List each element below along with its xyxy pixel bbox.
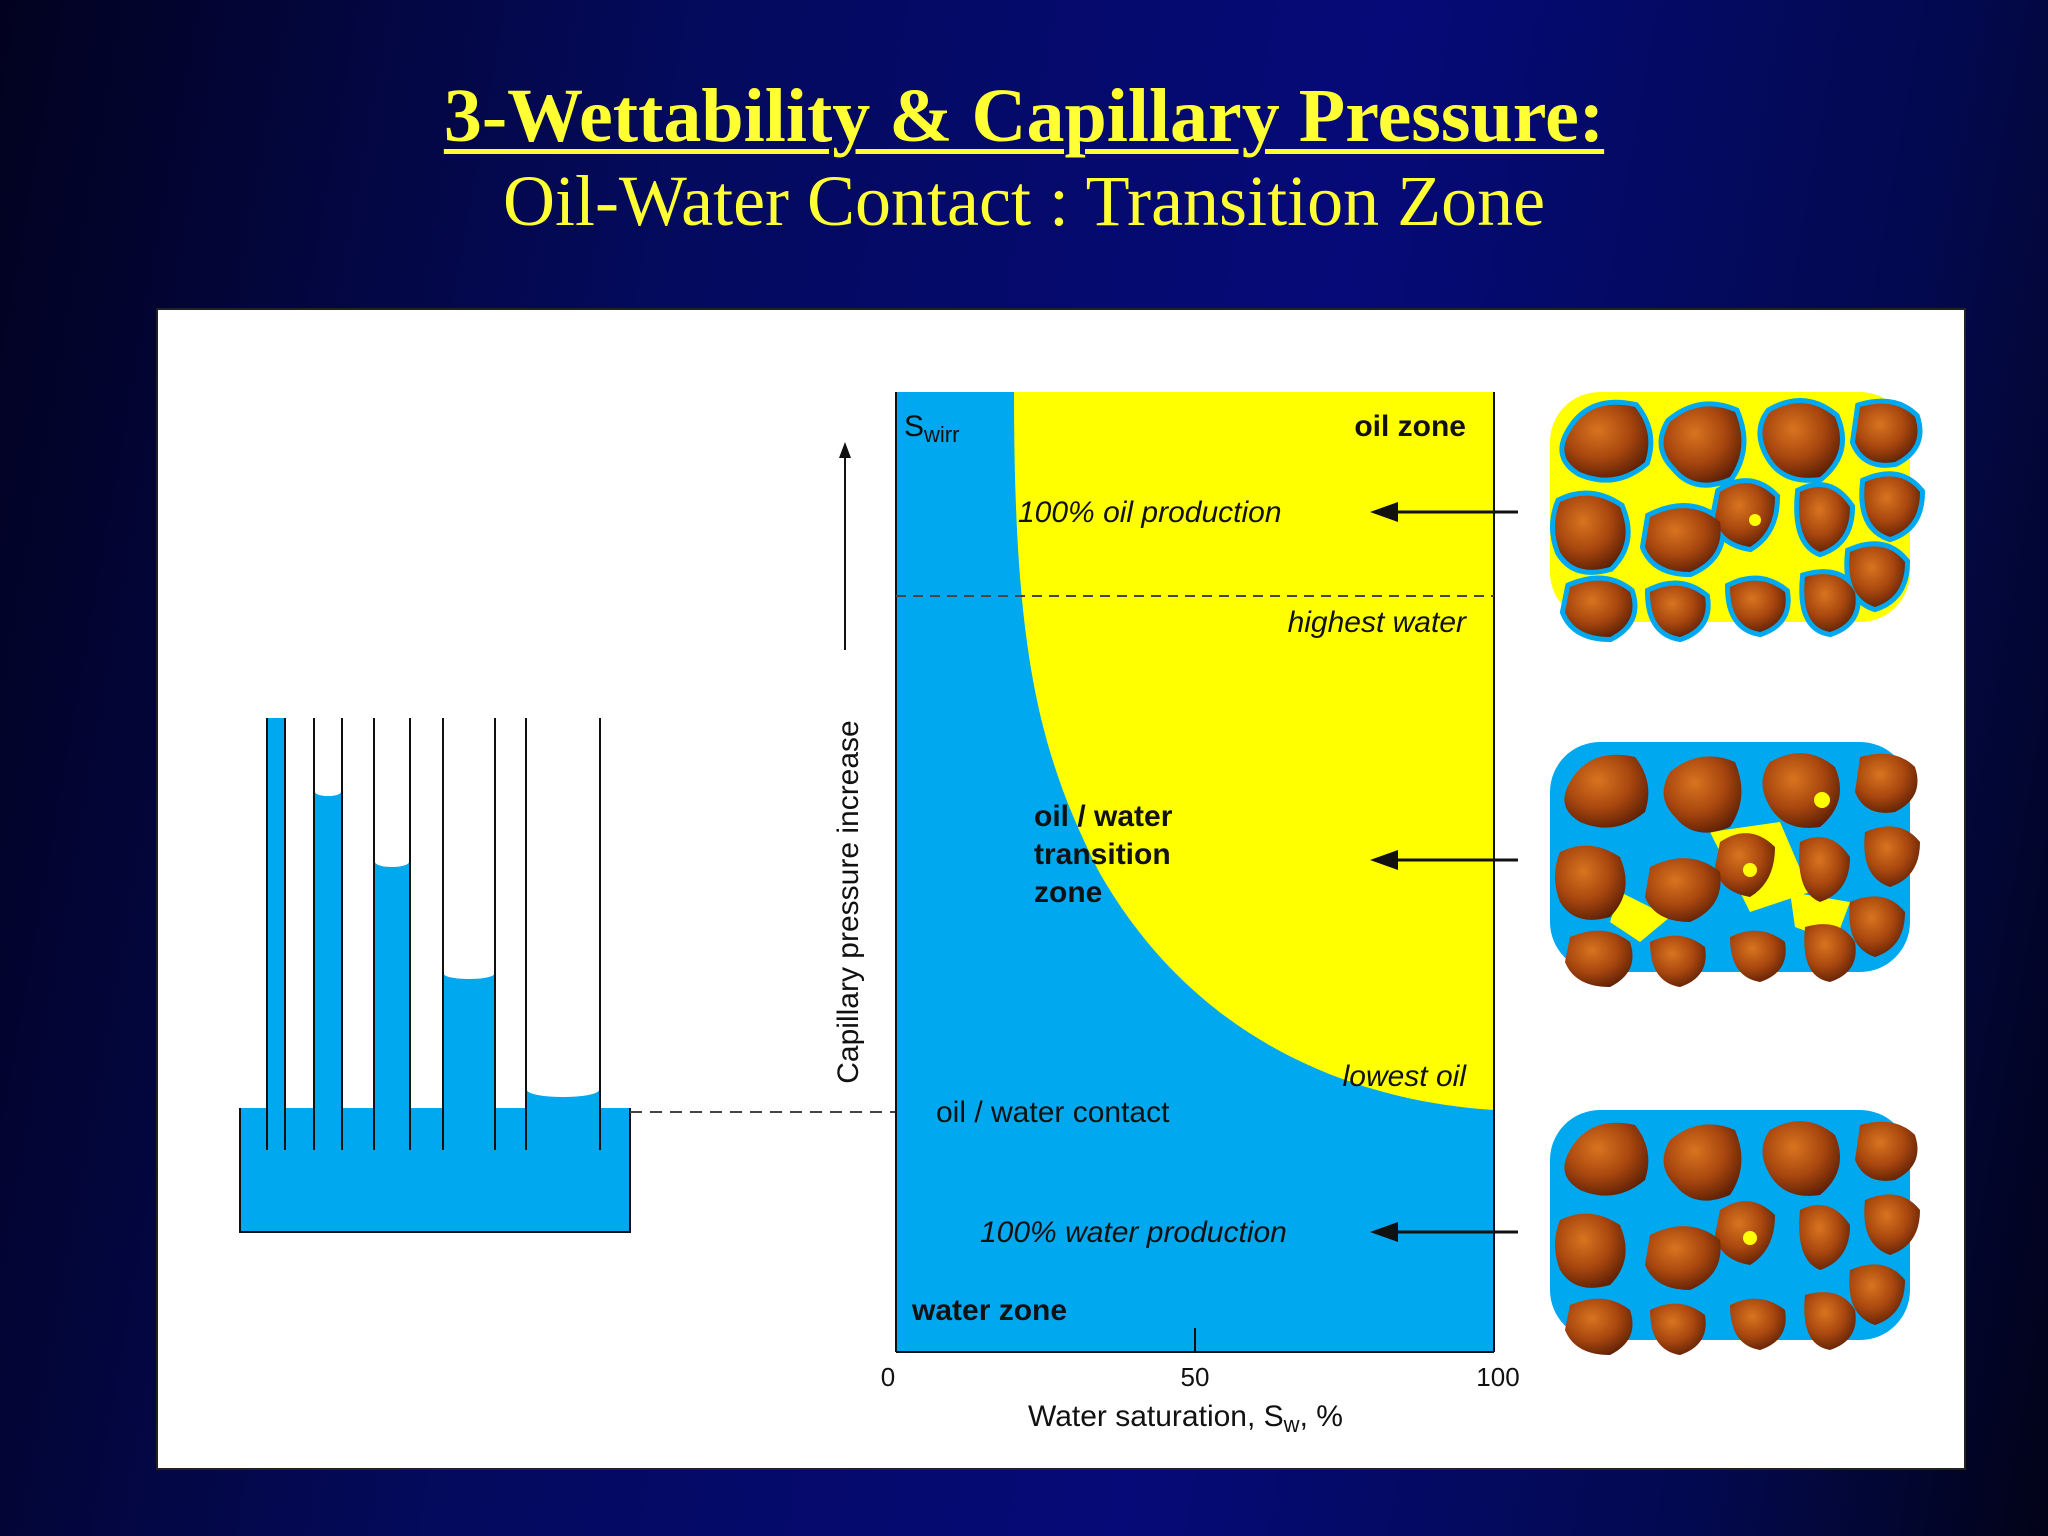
pore-water-zone [1550,1110,1920,1355]
transition-label-3: zone [1034,876,1102,909]
oil-production-label: 100% oil production [1018,496,1282,529]
owc-label: oil / water contact [936,1096,1170,1129]
saturation-chart [895,392,1495,1353]
x-axis-label: Water saturation, Sw, % [1028,1400,1343,1437]
x-tick-100: 100 [1476,1362,1519,1392]
oil-zone-label: oil zone [1354,410,1466,443]
highest-water-label: highest water [1288,606,1467,639]
pore-oil-zone [1550,392,1920,637]
page-subtitle: Oil-Water Contact : Transition Zone [502,161,1546,241]
water-production-label: 100% water production [980,1216,1287,1249]
x-tick-0: 0 [881,1362,895,1392]
swirr-label: Swirr [904,410,959,447]
capillary-tubes [239,718,631,1233]
diagram-panel: Capillary pressure increase Swirr oil zo… [156,308,1966,1470]
x-tick-50: 50 [1181,1362,1210,1392]
water-zone-label: water zone [911,1294,1067,1327]
y-axis-arrow [839,442,851,650]
arrows [1370,502,1518,1242]
transition-label-2: transition [1034,838,1171,871]
transition-label-1: oil / water [1034,800,1173,833]
page-title: 3-Wettability & Capillary Pressure: [443,74,1605,158]
diagram-svg: Capillary pressure increase Swirr oil zo… [239,392,1964,1437]
y-axis-label: Capillary pressure increase [832,720,865,1084]
lowest-oil-label: lowest oil [1343,1060,1468,1093]
pore-transition-zone [1550,742,1920,987]
